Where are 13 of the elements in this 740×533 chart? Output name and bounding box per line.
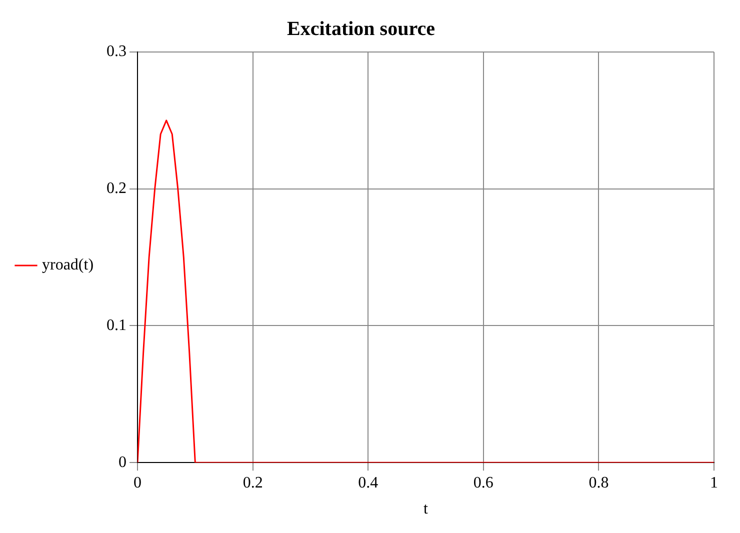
x-tick-label: 0.4 [358,474,378,492]
legend-label: yroad(t) [42,256,94,274]
y-tick-label: 0.1 [106,316,127,334]
x-tick-label: 0.8 [588,474,609,492]
x-tick-label: 0 [134,474,142,492]
y-tick-label: 0 [118,454,127,471]
chart-title: Excitation source [287,18,436,40]
y-tick-label: 0.3 [106,43,127,60]
x-tick-label: 1 [710,474,718,492]
y-tick-label: 0.2 [106,180,127,198]
x-tick-label: 0.2 [242,474,263,492]
x-axis-title: t [424,500,429,518]
x-tick-label: 0.6 [473,474,494,492]
